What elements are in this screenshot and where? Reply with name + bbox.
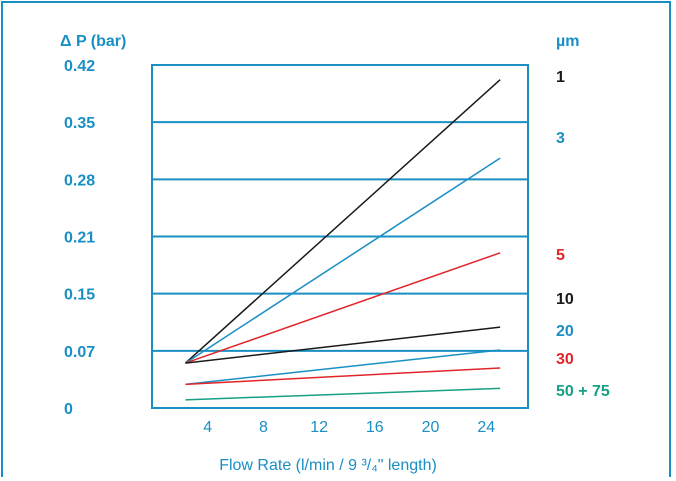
tick-labels: 0.42 0.35 0.28 0.21 0.15 0.07 0 4 8 12 16 20 24 bbox=[64, 58, 495, 436]
series-label: 3 bbox=[556, 130, 565, 147]
series-line-50-75 bbox=[185, 387, 501, 401]
y-tick-label: 0 bbox=[64, 401, 73, 418]
x-tick-label: 4 bbox=[203, 419, 212, 436]
x-tick-label: 24 bbox=[477, 419, 495, 436]
series-label: 20 bbox=[556, 323, 574, 340]
series-line-1 bbox=[184, 79, 501, 364]
series-label: 1 bbox=[556, 69, 565, 86]
y-tick-label: 0.07 bbox=[64, 344, 95, 361]
series-label: 5 bbox=[556, 247, 565, 264]
series-line-20 bbox=[185, 349, 501, 386]
x-tick-label: 20 bbox=[422, 419, 440, 436]
y-tick-label: 0.15 bbox=[64, 287, 95, 304]
y-tick-label: 0.42 bbox=[64, 58, 95, 75]
series-line-10 bbox=[185, 326, 501, 364]
x-tick-label: 12 bbox=[310, 419, 328, 436]
x-tick-label: 16 bbox=[366, 419, 384, 436]
y-tick-label: 0.21 bbox=[64, 230, 95, 247]
y-tick-label: 0.28 bbox=[64, 172, 95, 189]
x-tick-label: 8 bbox=[259, 419, 268, 436]
series-labels: 1 3 5 10 20 30 50 + 75 bbox=[556, 69, 610, 400]
series-line-3 bbox=[185, 157, 501, 364]
y-tick-label: 0.35 bbox=[64, 115, 95, 132]
series-label: 50 + 75 bbox=[556, 383, 610, 400]
series-label: 30 bbox=[556, 351, 574, 368]
y-axis-title: Δ P (bar) bbox=[60, 33, 126, 50]
series-line-30 bbox=[185, 367, 501, 386]
series-label: 10 bbox=[556, 291, 574, 308]
plot-area bbox=[151, 64, 529, 409]
series-line-5 bbox=[185, 252, 501, 364]
x-axis-title: Flow Rate (l/min / 9 ³/₄" length) bbox=[219, 457, 437, 474]
unit-label: µm bbox=[556, 33, 579, 50]
series-lines bbox=[184, 79, 501, 401]
grid-lines bbox=[152, 121, 528, 352]
